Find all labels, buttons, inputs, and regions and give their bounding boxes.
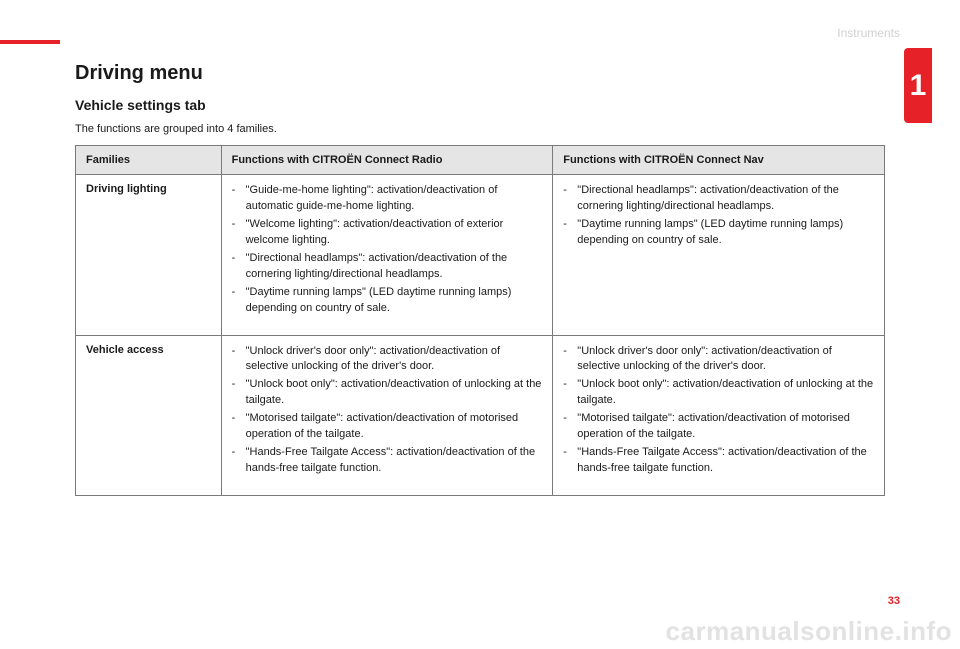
function-text: "Motorised tailgate": activation/deactiv… — [577, 411, 874, 443]
function-item: -"Hands-Free Tailgate Access": activatio… — [232, 445, 543, 477]
function-item: -"Motorised tailgate": activation/deacti… — [563, 411, 874, 443]
radio-cell: -"Guide-me-home lighting": activation/de… — [221, 175, 553, 336]
radio-cell: -"Unlock driver's door only": activation… — [221, 335, 553, 496]
table-row: Driving lighting-"Guide-me-home lighting… — [76, 175, 885, 336]
bullet-dash: - — [232, 183, 246, 215]
page-subtitle: Vehicle settings tab — [75, 97, 885, 113]
function-list: -"Unlock driver's door only": activation… — [563, 344, 874, 478]
function-text: "Unlock driver's door only": activation/… — [577, 344, 874, 376]
page: Instruments 1 Driving menu Vehicle setti… — [0, 0, 960, 649]
page-number: 33 — [888, 595, 900, 607]
table-header-row: Families Functions with CITROËN Connect … — [76, 146, 885, 175]
function-text: "Unlock boot only": activation/deactivat… — [577, 377, 874, 409]
function-text: "Unlock boot only": activation/deactivat… — [246, 377, 543, 409]
function-text: "Guide-me-home lighting": activation/dea… — [246, 183, 543, 215]
accent-bar — [0, 40, 60, 44]
function-text: "Unlock driver's door only": activation/… — [246, 344, 543, 376]
function-item: -"Unlock driver's door only": activation… — [563, 344, 874, 376]
function-item: -"Unlock boot only": activation/deactiva… — [232, 377, 543, 409]
bullet-dash: - — [563, 183, 577, 215]
function-item: -"Daytime running lamps" (LED daytime ru… — [232, 285, 543, 317]
function-text: "Welcome lighting": activation/deactivat… — [246, 217, 543, 249]
function-item: -"Directional headlamps": activation/dea… — [232, 251, 543, 283]
function-text: "Directional headlamps": activation/deac… — [577, 183, 874, 215]
function-item: -"Hands-Free Tailgate Access": activatio… — [563, 445, 874, 477]
th-radio: Functions with CITROËN Connect Radio — [221, 146, 553, 175]
function-item: -"Directional headlamps": activation/dea… — [563, 183, 874, 215]
function-text: "Hands-Free Tailgate Access": activation… — [577, 445, 874, 477]
function-list: -"Unlock driver's door only": activation… — [232, 344, 543, 478]
function-text: "Motorised tailgate": activation/deactiv… — [246, 411, 543, 443]
table-row: Vehicle access-"Unlock driver's door onl… — [76, 335, 885, 496]
settings-table: Families Functions with CITROËN Connect … — [75, 145, 885, 496]
bullet-dash: - — [563, 344, 577, 376]
intro-text: The functions are grouped into 4 familie… — [75, 123, 885, 135]
family-cell: Driving lighting — [76, 175, 222, 336]
function-item: -"Welcome lighting": activation/deactiva… — [232, 217, 543, 249]
th-families: Families — [76, 146, 222, 175]
function-list: -"Guide-me-home lighting": activation/de… — [232, 183, 543, 317]
watermark: carmanualsonline.info — [666, 616, 952, 647]
chapter-tab: 1 — [904, 48, 932, 123]
bullet-dash: - — [563, 445, 577, 477]
bullet-dash: - — [232, 377, 246, 409]
content-area: Driving menu Vehicle settings tab The fu… — [75, 62, 885, 496]
function-text: "Daytime running lamps" (LED daytime run… — [577, 217, 874, 249]
function-item: -"Unlock boot only": activation/deactiva… — [563, 377, 874, 409]
th-nav: Functions with CITROËN Connect Nav — [553, 146, 885, 175]
function-text: "Hands-Free Tailgate Access": activation… — [246, 445, 543, 477]
function-text: "Directional headlamps": activation/deac… — [246, 251, 543, 283]
page-title: Driving menu — [75, 62, 885, 85]
bullet-dash: - — [232, 344, 246, 376]
bullet-dash: - — [563, 411, 577, 443]
function-item: -"Guide-me-home lighting": activation/de… — [232, 183, 543, 215]
bullet-dash: - — [232, 411, 246, 443]
function-item: -"Motorised tailgate": activation/deacti… — [232, 411, 543, 443]
section-label: Instruments — [837, 26, 900, 40]
bullet-dash: - — [563, 217, 577, 249]
function-item: -"Daytime running lamps" (LED daytime ru… — [563, 217, 874, 249]
function-list: -"Directional headlamps": activation/dea… — [563, 183, 874, 249]
function-item: -"Unlock driver's door only": activation… — [232, 344, 543, 376]
family-cell: Vehicle access — [76, 335, 222, 496]
bullet-dash: - — [563, 377, 577, 409]
bullet-dash: - — [232, 217, 246, 249]
bullet-dash: - — [232, 445, 246, 477]
bullet-dash: - — [232, 251, 246, 283]
function-text: "Daytime running lamps" (LED daytime run… — [246, 285, 543, 317]
bullet-dash: - — [232, 285, 246, 317]
nav-cell: -"Directional headlamps": activation/dea… — [553, 175, 885, 336]
nav-cell: -"Unlock driver's door only": activation… — [553, 335, 885, 496]
